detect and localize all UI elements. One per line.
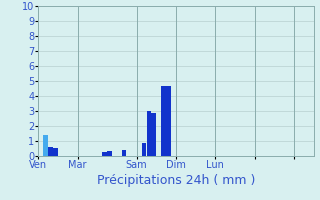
- Bar: [102, 152, 107, 156]
- Bar: [151, 112, 156, 156]
- Bar: [161, 86, 166, 156]
- Bar: [107, 151, 112, 156]
- Bar: [43, 135, 48, 156]
- Bar: [48, 147, 53, 156]
- X-axis label: Précipitations 24h ( mm ): Précipitations 24h ( mm ): [97, 174, 255, 187]
- Bar: [122, 150, 126, 156]
- Bar: [166, 86, 171, 156]
- Bar: [141, 143, 146, 156]
- Bar: [147, 111, 151, 156]
- Bar: [53, 148, 58, 156]
